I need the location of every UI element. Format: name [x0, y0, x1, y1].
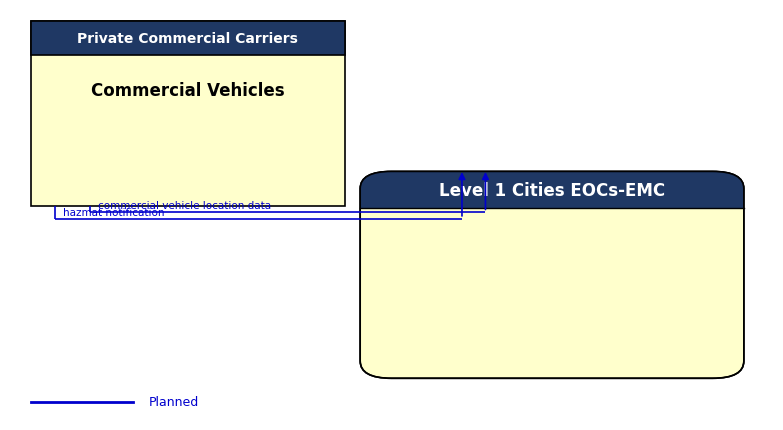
- Text: Planned: Planned: [149, 396, 199, 408]
- FancyBboxPatch shape: [360, 172, 744, 378]
- Text: hazmat notification: hazmat notification: [63, 207, 164, 217]
- Text: Private Commercial Carriers: Private Commercial Carriers: [78, 32, 298, 46]
- FancyBboxPatch shape: [360, 172, 744, 209]
- Bar: [31, 22, 345, 56]
- Text: commercial vehicle location data: commercial vehicle location data: [98, 201, 271, 211]
- Text: Level 1 Cities EOCs-EMC: Level 1 Cities EOCs-EMC: [439, 181, 665, 199]
- Text: Commercial Vehicles: Commercial Vehicles: [91, 82, 285, 100]
- Bar: [360, 190, 744, 209]
- Bar: [31, 22, 345, 206]
